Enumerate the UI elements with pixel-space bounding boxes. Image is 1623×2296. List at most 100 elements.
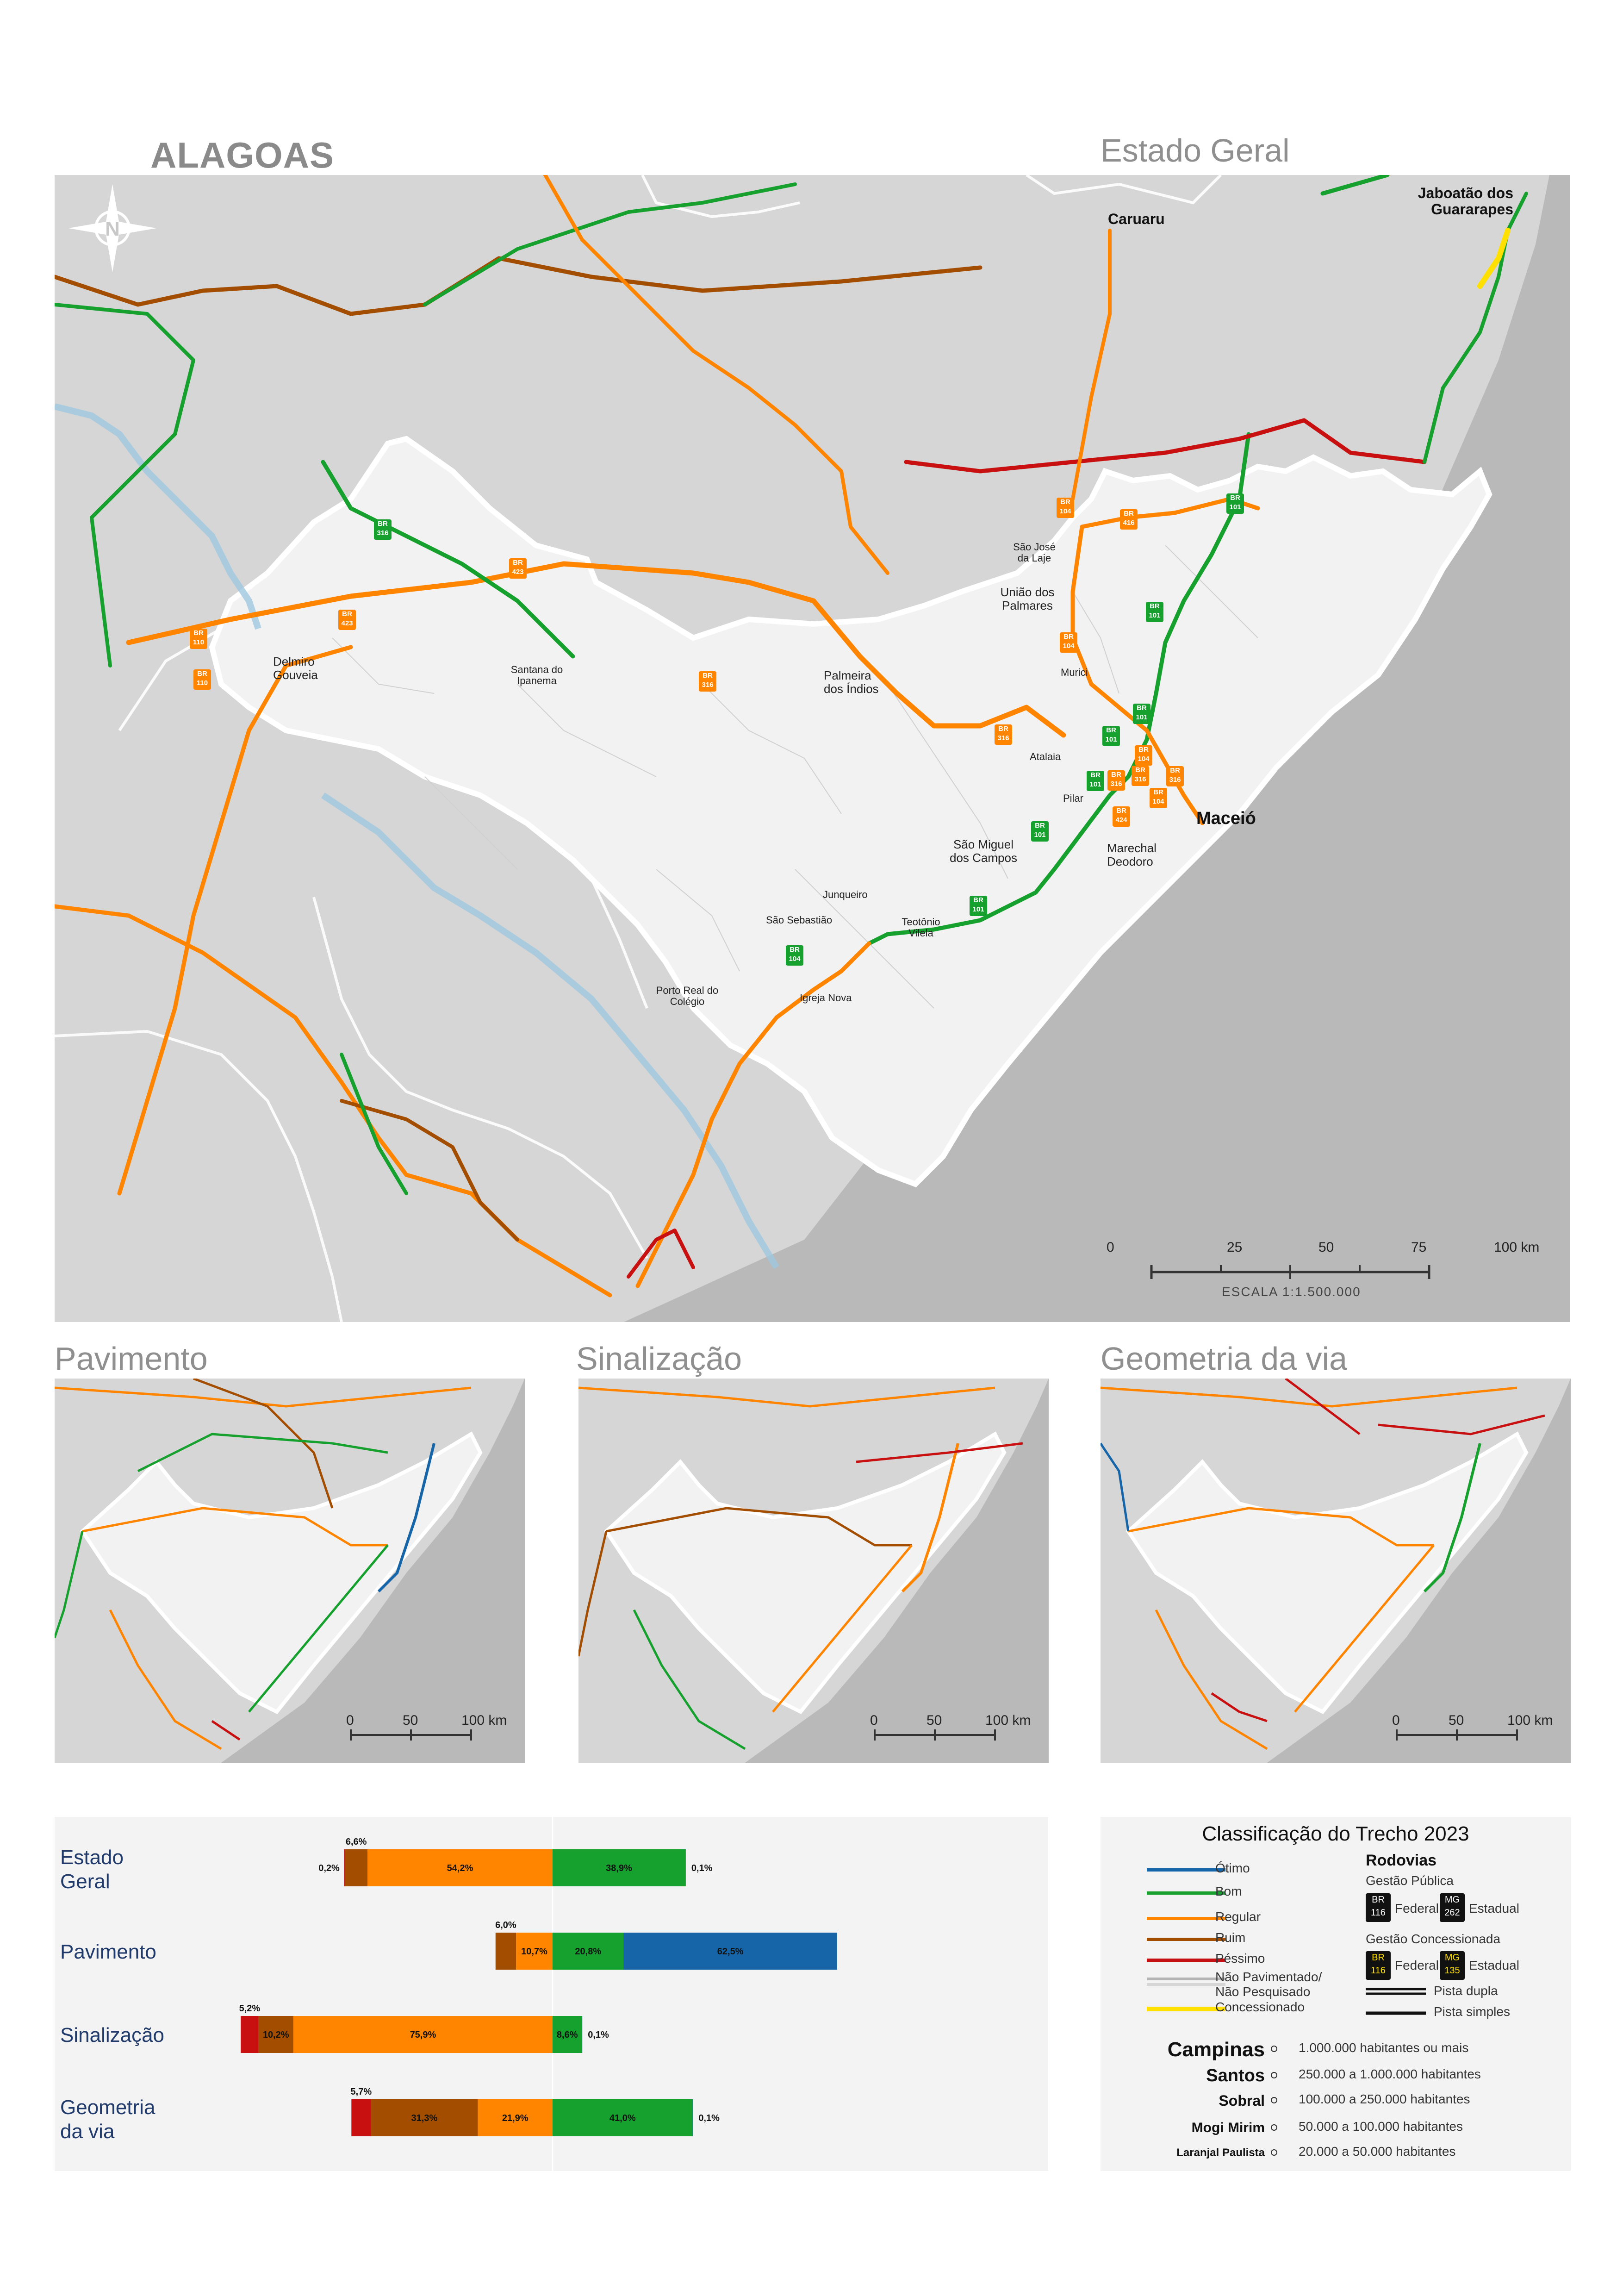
city-jaboatao: Jaboatão dos Guararapes	[1418, 185, 1513, 218]
road-shield-number: 104	[1063, 642, 1075, 650]
legend-pop-city: Sobral	[1219, 2092, 1265, 2109]
legend-estadual-conc: Estadual	[1469, 1958, 1519, 1972]
chart-data-label: 75,9%	[410, 2030, 436, 2040]
road-br101-south[interactable]	[635, 941, 871, 1288]
road-concession[interactable]	[1477, 228, 1511, 289]
road-south-green[interactable]	[340, 1053, 408, 1195]
road-br110[interactable]	[117, 645, 353, 1196]
road-shield-code: BR	[973, 896, 983, 904]
sinalizacao-map[interactable]	[578, 1379, 1049, 1763]
scale-tick-0: 0	[1107, 1240, 1114, 1255]
legend-class-label: Ótimo	[1215, 1861, 1250, 1875]
chart-category-label: Estado Geral	[60, 1846, 124, 1893]
road-south-west[interactable]	[55, 904, 612, 1298]
chart-data-label: 5,7%	[351, 2087, 372, 2097]
scale-bar	[1150, 1265, 1430, 1279]
chart-bar-ruim	[371, 2099, 478, 2136]
road-shield-code: BR	[703, 672, 713, 680]
road-shield-number: 110	[193, 638, 205, 646]
road-shield-code: BR	[1063, 633, 1074, 641]
chart-data-label: 0,1%	[698, 2113, 720, 2123]
road-pessimo-north[interactable]	[904, 418, 1427, 474]
pav-scale-50: 50	[403, 1713, 418, 1728]
road-shield-code: BR	[1106, 726, 1116, 734]
road-caruaru-south[interactable]	[1071, 229, 1112, 501]
road-shield-br-104: BR 104	[1150, 788, 1167, 808]
legend-single: Pista simples	[1434, 2004, 1510, 2019]
chart-bar-bom	[553, 1849, 686, 1886]
city-pilar: Pilar	[1063, 792, 1084, 804]
chart-data-label: 21,9%	[502, 2113, 529, 2123]
pav-scale-0: 0	[346, 1713, 354, 1728]
road-north-green[interactable]	[423, 182, 797, 306]
legend-dual: Pista dupla	[1434, 1984, 1498, 1998]
road-br101-pe[interactable]	[1423, 192, 1528, 464]
city-porto-real-do-colegio: Porto Real do Colégio	[656, 985, 719, 1008]
legend-mg-conc-code: MG	[1444, 1953, 1460, 1963]
road-br316-north[interactable]	[321, 460, 575, 659]
legend-unpaved-line1: Não Pavimentado/	[1215, 1970, 1322, 1984]
city-murici: Murici	[1061, 667, 1088, 678]
main-map[interactable]: N	[55, 175, 1570, 1322]
road-shield-br-101: BR 101	[1133, 704, 1150, 724]
road-north-orange[interactable]	[543, 175, 889, 575]
chart-data-label: 0,2%	[318, 1863, 340, 1873]
chart-bar-ruim	[495, 1933, 516, 1970]
legend-mg-public-code: MG	[1444, 1895, 1460, 1905]
road-shield-number: 316	[1134, 775, 1146, 783]
legend-concession: Concessionado	[1215, 2000, 1305, 2014]
chart-bar-regular	[367, 1849, 553, 1886]
road-shield-code: BR	[1060, 498, 1070, 506]
road-br423-br316[interactable]	[126, 561, 1066, 738]
city-santana-do-ipanema: Santana do Ipanema	[510, 664, 563, 687]
pavimento-map[interactable]	[55, 1379, 525, 1763]
geometria-title: Geometria da via	[1101, 1341, 1348, 1377]
chart-data-label: 38,9%	[606, 1863, 632, 1873]
legend-concession-swatch	[1147, 2007, 1225, 2011]
chart-bar-bom	[553, 2099, 693, 2136]
road-shield-code: BR	[193, 629, 204, 637]
legend-unpaved: Não Pavimentado/Não Pesquisado	[1215, 1970, 1322, 1999]
legend-mg-conc-num: 135	[1444, 1965, 1460, 1976]
geometria-map[interactable]	[1101, 1379, 1571, 1763]
road-shield-number: 316	[1110, 780, 1122, 788]
road-shield-number: 424	[1115, 816, 1127, 824]
chart-bar-ruim	[258, 2016, 293, 2053]
road-shield-br-101: BR 101	[1226, 493, 1244, 514]
geo-scale-50: 50	[1449, 1713, 1464, 1728]
legend-unpaved-line2: Não Pesquisado	[1215, 1984, 1311, 1999]
chart-bar-regular	[516, 1933, 553, 1970]
road-south-pessimo[interactable]	[627, 1229, 695, 1279]
road-ne-green[interactable]	[1320, 175, 1390, 196]
city-marker-icon	[1271, 2097, 1277, 2103]
city-marker-icon	[1271, 2072, 1277, 2078]
chart-data-label: 6,6%	[346, 1837, 367, 1847]
road-shield-br-104: BR 104	[1060, 632, 1077, 653]
chart-data-label: 62,5%	[717, 1947, 744, 1957]
road-shield-code: BR	[790, 946, 800, 954]
road-south-ruim[interactable]	[340, 1099, 519, 1242]
legend-rodovias: Rodovias	[1366, 1852, 1437, 1869]
road-west-br110[interactable]	[55, 303, 195, 668]
geo-scale-100: 100 km	[1507, 1713, 1553, 1728]
legend-mg-public-num: 262	[1444, 1908, 1460, 1918]
road-shield-number: 101	[1105, 736, 1117, 743]
chart-data-label: 0,1%	[691, 1863, 713, 1873]
road-shield-br-104: BR 104	[1135, 745, 1152, 766]
legend-swatch-2	[1147, 1917, 1225, 1920]
road-shield-br-101: BR 101	[1031, 821, 1049, 842]
road-shield-code: BR	[1170, 767, 1180, 774]
sea	[624, 175, 1570, 1322]
city-igreja-nova: Igreja Nova	[800, 992, 852, 1004]
main-map-title: Estado Geral	[1101, 132, 1290, 168]
road-shield-br-316: BR 316	[995, 724, 1012, 745]
road-br101[interactable]	[867, 432, 1251, 946]
road-north-ruim[interactable]	[55, 256, 983, 316]
legend-pop-range: 20.000 a 50.000 habitantes	[1299, 2144, 1456, 2159]
sinalizacao-map-canvas	[578, 1379, 1049, 1763]
road-shield-number: 423	[341, 619, 353, 627]
legend-br-conc-shield: BR 116	[1366, 1951, 1391, 1980]
chart-data-label: 6,0%	[495, 1920, 516, 1930]
city-marker-icon	[1271, 2046, 1277, 2052]
legend-pop-city: Mogi Mirim	[1191, 2120, 1265, 2135]
